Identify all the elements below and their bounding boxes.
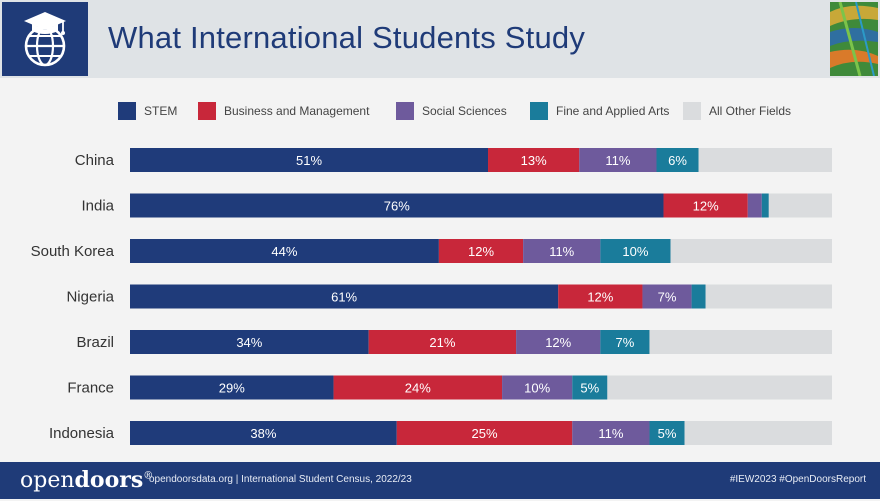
legend-label: Business and Management [224, 104, 370, 118]
bar-segment [663, 193, 748, 218]
bar-segment [600, 239, 671, 263]
bar-segment [761, 193, 769, 218]
source-text: opendoorsdata.org | International Studen… [149, 474, 412, 485]
page-title: What International Students Study [108, 20, 586, 55]
brand-logo: opendoors® [20, 467, 153, 493]
data-label: 10% [524, 381, 550, 396]
bar-segment [516, 330, 601, 354]
data-label: 7% [616, 335, 635, 350]
legend-item-other: All Other Fields [683, 100, 791, 122]
data-label: 38% [250, 426, 276, 441]
brand-mark: ® [143, 470, 154, 482]
bar-segment [656, 148, 699, 172]
category-label: China [75, 152, 115, 169]
bar-segment [649, 330, 832, 354]
bar-segment [130, 330, 369, 354]
logo [2, 2, 88, 76]
category-label: Indonesia [49, 425, 115, 442]
data-label: 34% [236, 335, 262, 350]
data-label: 7% [658, 290, 677, 305]
data-label: 76% [384, 199, 410, 214]
bar-segment [768, 193, 832, 218]
data-label: 11% [598, 426, 623, 441]
data-label: 21% [429, 335, 455, 350]
bar-segment [705, 284, 832, 309]
legend-label: Fine and Applied Arts [556, 104, 670, 118]
data-label: 61% [331, 290, 357, 305]
data-label: 51% [296, 153, 322, 168]
data-label: 5% [580, 381, 599, 396]
category-label: Nigeria [66, 289, 114, 306]
data-label: 12% [587, 290, 613, 305]
bar-segment [368, 330, 517, 354]
bar-segment [488, 148, 580, 172]
legend-swatch [530, 102, 548, 120]
data-label: 24% [405, 381, 431, 396]
graduation-globe-icon [24, 12, 66, 67]
data-label: 29% [219, 381, 245, 396]
bar-segment [130, 148, 489, 172]
data-label: 25% [471, 426, 497, 441]
bar-segment [130, 421, 397, 445]
legend-swatch [396, 102, 414, 120]
legend-swatch [198, 102, 216, 120]
data-label: 12% [468, 244, 494, 259]
legend-item-arts: Fine and Applied Arts [530, 100, 669, 122]
legend-item-business: Business and Management [198, 100, 369, 122]
data-label: 5% [658, 426, 677, 441]
hashtags: #IEW2023 #OpenDoorsReport [729, 474, 866, 485]
category-label: Brazil [76, 334, 114, 351]
stacked-bar-chart: China 51% 13% 11% 6% India 76% 12% South Korea 44… [0, 140, 880, 450]
bar-segment [130, 193, 664, 218]
bar-segment [502, 375, 573, 400]
bar-segment [642, 284, 692, 309]
bar-segment [572, 375, 608, 400]
bar-segment [649, 421, 685, 445]
legend-swatch [683, 102, 701, 120]
header-bar: What International Students Study [0, 0, 880, 78]
bar-segment [572, 421, 650, 445]
category-label: India [81, 198, 114, 215]
bar-segment [130, 375, 334, 400]
data-label: 11% [549, 244, 574, 259]
bar-segment [607, 375, 832, 400]
bar-segment [600, 330, 650, 354]
chart-legend: STEM Business and Management Social Scie… [0, 100, 880, 122]
legend-item-social: Social Sciences [396, 100, 507, 122]
legend-swatch [118, 102, 136, 120]
data-label: 6% [668, 153, 687, 168]
data-label: 44% [271, 244, 297, 259]
bar-segment [691, 284, 706, 309]
data-label: 12% [693, 199, 719, 214]
category-label: France [67, 380, 114, 397]
legend-label: All Other Fields [709, 104, 792, 118]
bar-segment [670, 239, 832, 263]
brand-text-open: open [20, 468, 75, 493]
bar-segment [130, 239, 439, 263]
legend-label: Social Sciences [422, 104, 507, 118]
legend-label: STEM [144, 104, 178, 118]
bar-segment [684, 421, 832, 445]
data-label: 12% [545, 335, 571, 350]
bar-segment [747, 193, 762, 218]
bar-segment [130, 284, 559, 309]
brand-text-doors: doors [74, 467, 144, 493]
bar-segment [333, 375, 503, 400]
footer-bar: opendoors® opendoorsdata.org | Internati… [0, 462, 880, 499]
category-label: South Korea [31, 243, 115, 260]
bar-segment [558, 284, 643, 309]
bar-segment [523, 239, 601, 263]
bar-segment [698, 148, 832, 172]
data-label: 10% [622, 244, 648, 259]
data-label: 11% [605, 153, 630, 168]
decorative-pattern [830, 2, 878, 76]
legend-item-stem: STEM [118, 100, 177, 122]
data-label: 13% [521, 153, 547, 168]
chart-svg: China 51% 13% 11% 6% India 76% 12% South Korea 44… [31, 148, 832, 445]
bar-segment [579, 148, 657, 172]
bar-segment [438, 239, 524, 263]
bar-segment [396, 421, 573, 445]
